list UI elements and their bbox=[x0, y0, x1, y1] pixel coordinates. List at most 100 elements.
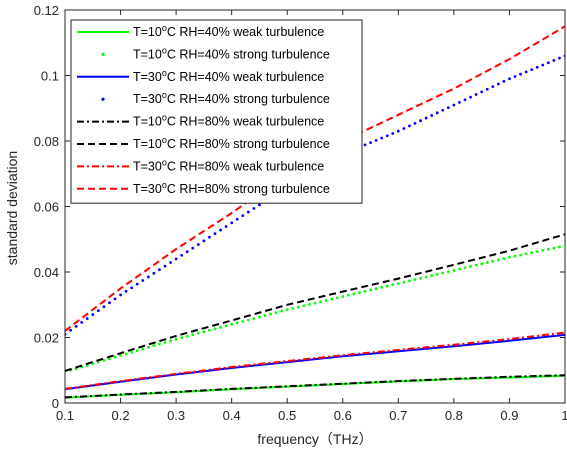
x-tick-label: 0.3 bbox=[167, 408, 185, 423]
series-dot bbox=[452, 268, 456, 272]
series-dot bbox=[296, 305, 300, 309]
series-dot bbox=[508, 255, 511, 259]
x-axis-label: frequency（THz） bbox=[257, 431, 372, 447]
legend-label-prefix: T=10 bbox=[133, 47, 162, 61]
series-dot bbox=[202, 239, 206, 243]
series-dot bbox=[385, 134, 389, 138]
series-dot bbox=[563, 54, 565, 58]
series-dot bbox=[485, 87, 489, 91]
series-dot bbox=[230, 323, 234, 326]
series-dot bbox=[396, 129, 400, 133]
series-dot bbox=[546, 61, 550, 65]
legend-label: T=30oC RH=80% weak turbulence bbox=[133, 157, 324, 173]
series-dot bbox=[158, 268, 161, 272]
legend-item: T=30oC RH=40% strong turbulence bbox=[101, 90, 330, 106]
series-dot bbox=[91, 313, 95, 316]
y-tick-label: 0.1 bbox=[41, 69, 59, 84]
series-dot bbox=[452, 103, 456, 107]
series-dot bbox=[413, 278, 417, 281]
series-dot bbox=[446, 270, 450, 274]
series-dot bbox=[519, 253, 522, 257]
series-dot bbox=[419, 119, 422, 123]
series-dot bbox=[363, 143, 367, 147]
series-dot bbox=[219, 325, 222, 329]
series-dot bbox=[285, 308, 289, 312]
series-dot bbox=[141, 347, 145, 351]
series-dot bbox=[224, 324, 228, 328]
x-tick-label: 0.8 bbox=[445, 408, 463, 423]
series-dot bbox=[74, 324, 78, 328]
legend-label-prefix: T=30 bbox=[133, 159, 162, 173]
series-dot bbox=[269, 312, 272, 316]
legend-label-suffix: C RH=40% strong turbulence bbox=[167, 47, 330, 61]
series-dot bbox=[435, 272, 439, 276]
series-dot bbox=[430, 274, 434, 278]
legend-label: T=10oC RH=40% weak turbulence bbox=[133, 23, 324, 39]
series-dot bbox=[463, 98, 467, 102]
series-dot bbox=[124, 352, 128, 356]
legend-label-prefix: T=30 bbox=[133, 70, 162, 84]
series-dot bbox=[108, 301, 111, 305]
y-tick-label: 0.12 bbox=[34, 3, 59, 18]
series-dot bbox=[241, 214, 245, 218]
series-dot bbox=[119, 354, 122, 357]
series-dot bbox=[252, 207, 256, 210]
x-tick-label: 0.2 bbox=[112, 408, 130, 423]
series-dot bbox=[358, 291, 361, 295]
y-axis: 0 0.02 0.04 0.06 0.08 0.1 0.12 bbox=[34, 3, 565, 411]
series-dot bbox=[65, 332, 67, 336]
series-dot bbox=[202, 330, 206, 334]
series-dot bbox=[185, 250, 189, 254]
series-dot bbox=[391, 132, 395, 135]
legend-label-sup: o bbox=[162, 45, 167, 55]
series-dot bbox=[180, 336, 184, 340]
legend-box bbox=[70, 19, 363, 204]
series-dot bbox=[458, 100, 461, 104]
series-dot bbox=[169, 261, 172, 264]
series-5 bbox=[65, 374, 565, 399]
legend-label-sup: o bbox=[162, 180, 167, 190]
series-dot bbox=[274, 311, 278, 315]
series-dot bbox=[508, 77, 511, 81]
series-dot bbox=[224, 225, 228, 228]
series-dot bbox=[341, 295, 345, 298]
series-dot bbox=[519, 72, 522, 76]
series-dot bbox=[146, 275, 150, 279]
series-dot bbox=[291, 306, 295, 310]
legend-label: T=10oC RH=80% weak turbulence bbox=[133, 113, 324, 129]
series-dot bbox=[113, 355, 117, 359]
series-dot bbox=[491, 259, 495, 263]
series-6 bbox=[65, 233, 565, 372]
series-dot bbox=[113, 297, 117, 301]
series-line bbox=[65, 233, 565, 372]
series-dot bbox=[402, 127, 406, 130]
legend-label-suffix: C RH=80% strong turbulence bbox=[167, 182, 330, 196]
series-dot bbox=[469, 265, 472, 268]
series-dot bbox=[385, 284, 389, 288]
legend-label-sup: o bbox=[162, 90, 167, 100]
series-dot bbox=[80, 321, 84, 324]
legend-swatch bbox=[101, 97, 105, 101]
series-dot bbox=[163, 264, 167, 268]
series-dot bbox=[408, 279, 411, 283]
series-7 bbox=[65, 331, 565, 390]
series-dot bbox=[263, 314, 267, 317]
series-dot bbox=[391, 283, 395, 287]
series-dot bbox=[308, 303, 311, 306]
series-dot bbox=[513, 254, 517, 258]
series-dot bbox=[252, 317, 256, 320]
series-line bbox=[65, 374, 565, 399]
series-dot bbox=[130, 350, 134, 354]
series-dot bbox=[369, 141, 372, 145]
legend-label-sup: o bbox=[162, 68, 167, 78]
series-dot bbox=[319, 300, 322, 304]
series-dot bbox=[530, 68, 534, 72]
legend-label-prefix: T=30 bbox=[133, 92, 162, 106]
series-dot bbox=[496, 258, 500, 262]
series-dot bbox=[191, 246, 195, 250]
x-tick-label: 0.6 bbox=[334, 408, 352, 423]
series-dot bbox=[235, 321, 239, 325]
series-dot bbox=[380, 136, 384, 140]
series-dot bbox=[474, 93, 478, 96]
legend-label-sup: o bbox=[162, 157, 167, 167]
